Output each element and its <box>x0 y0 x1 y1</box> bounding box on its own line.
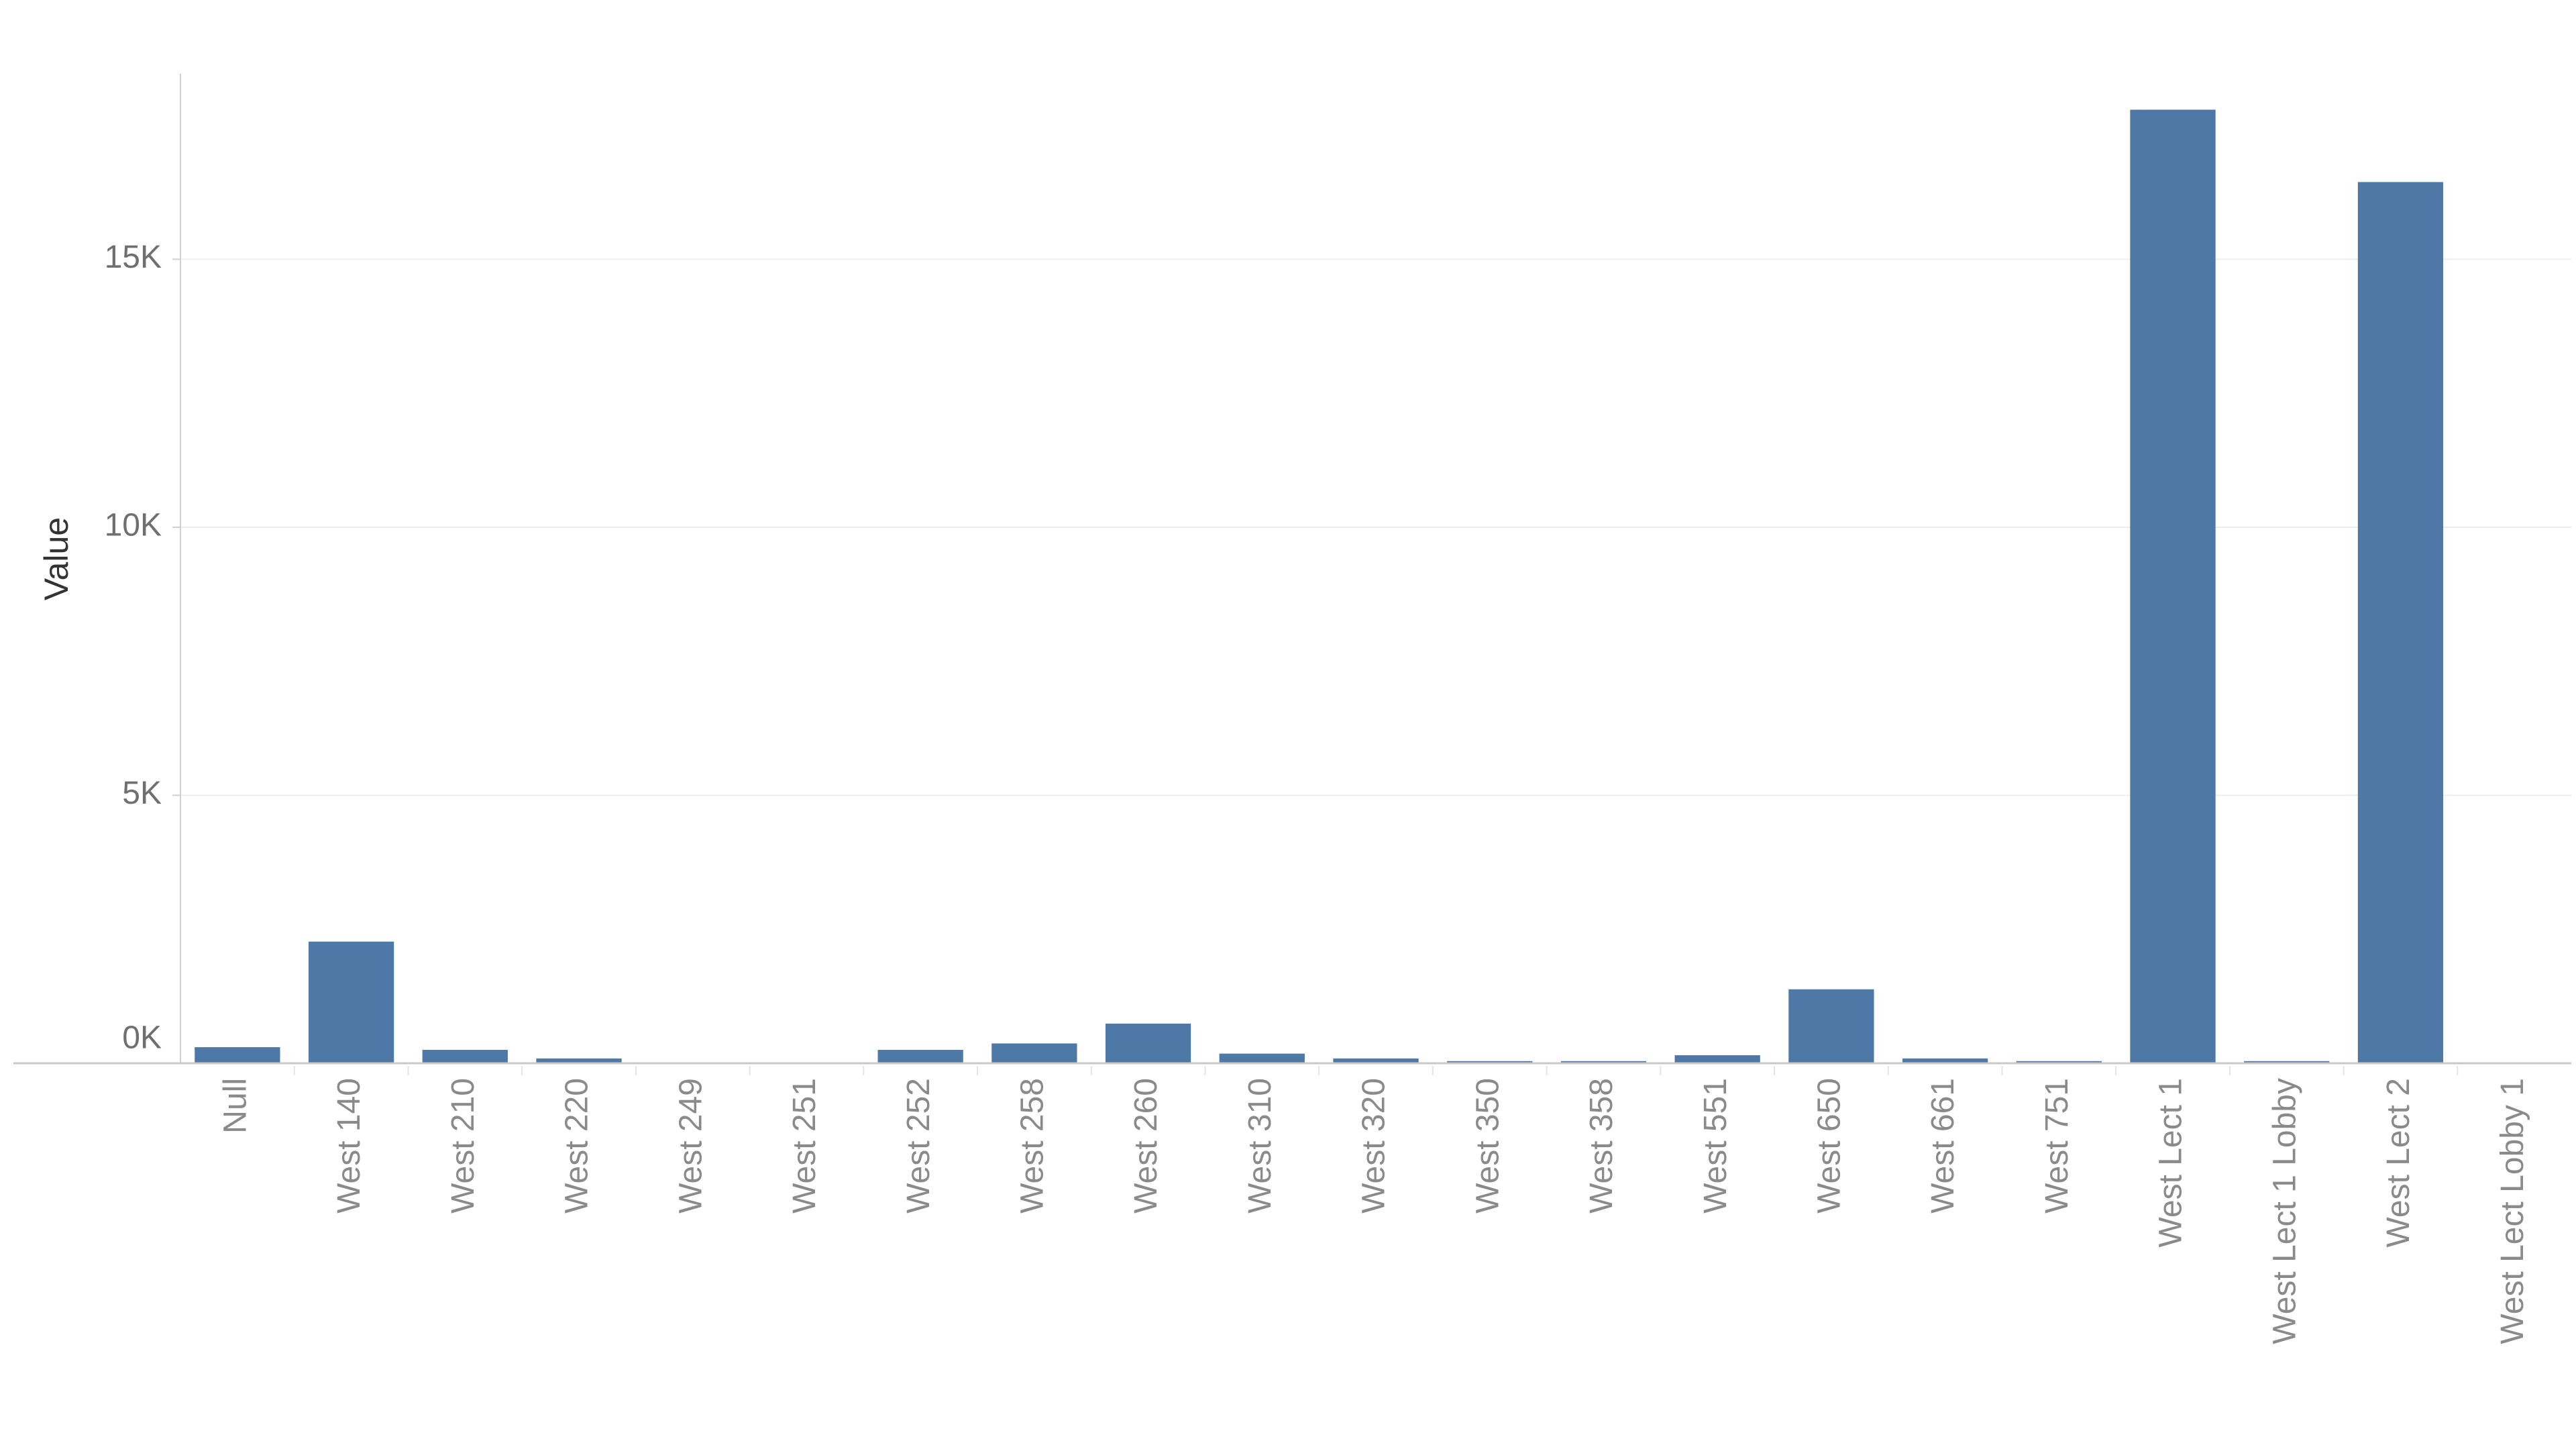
x-tick-label: West 220 <box>559 1078 595 1214</box>
bar <box>1219 1053 1305 1063</box>
x-tick-label: West 350 <box>1470 1078 1505 1214</box>
x-tick-label: West 252 <box>901 1078 936 1214</box>
x-tick-label: West Lect 2 <box>2381 1078 2416 1248</box>
bar <box>195 1047 280 1063</box>
y-tick-label: 0K <box>122 1020 162 1056</box>
x-tick-label: West 140 <box>331 1078 367 1214</box>
bar <box>1902 1058 1988 1063</box>
bar <box>422 1050 508 1063</box>
x-tick-label: West 551 <box>1698 1078 1733 1214</box>
bar <box>1333 1058 1419 1063</box>
bar <box>1674 1055 1760 1063</box>
x-tick-label: West 310 <box>1242 1078 1278 1214</box>
y-tick-label: 5K <box>122 775 162 811</box>
bar <box>1447 1061 1533 1063</box>
x-tick-label: West 751 <box>2039 1078 2075 1214</box>
x-tick-label: West 661 <box>1925 1078 1961 1214</box>
x-tick-label: West 258 <box>1015 1078 1051 1214</box>
bar <box>877 1050 963 1063</box>
x-tick-label: West 650 <box>1812 1078 1847 1214</box>
x-tick-label: West 260 <box>1128 1078 1164 1214</box>
y-axis-title: Value <box>38 517 75 600</box>
x-tick-label: Null <box>218 1078 254 1134</box>
x-tick-label: West Lect 1 Lobby <box>2267 1078 2302 1344</box>
bar <box>2244 1061 2330 1063</box>
bar <box>1560 1061 1647 1063</box>
bar <box>2130 109 2216 1063</box>
x-tick-label: West Lect 1 <box>2153 1078 2189 1248</box>
x-tick-label: West 249 <box>673 1078 708 1214</box>
bar <box>991 1043 1077 1063</box>
bar <box>2016 1061 2102 1063</box>
x-tick-label: West 358 <box>1584 1078 1619 1214</box>
bar <box>1105 1023 1191 1063</box>
x-tick-label: West 210 <box>445 1078 481 1214</box>
bar <box>308 941 394 1063</box>
x-tick-label: West 251 <box>787 1078 822 1214</box>
bar <box>1788 989 1874 1063</box>
y-tick-label: 10K <box>105 508 162 543</box>
x-tick-label: West 320 <box>1356 1078 1392 1214</box>
bar <box>2357 182 2444 1063</box>
x-tick-label: West Lect Lobby 1 <box>2495 1078 2530 1344</box>
y-tick-label: 15K <box>105 239 162 275</box>
bar <box>536 1058 622 1063</box>
